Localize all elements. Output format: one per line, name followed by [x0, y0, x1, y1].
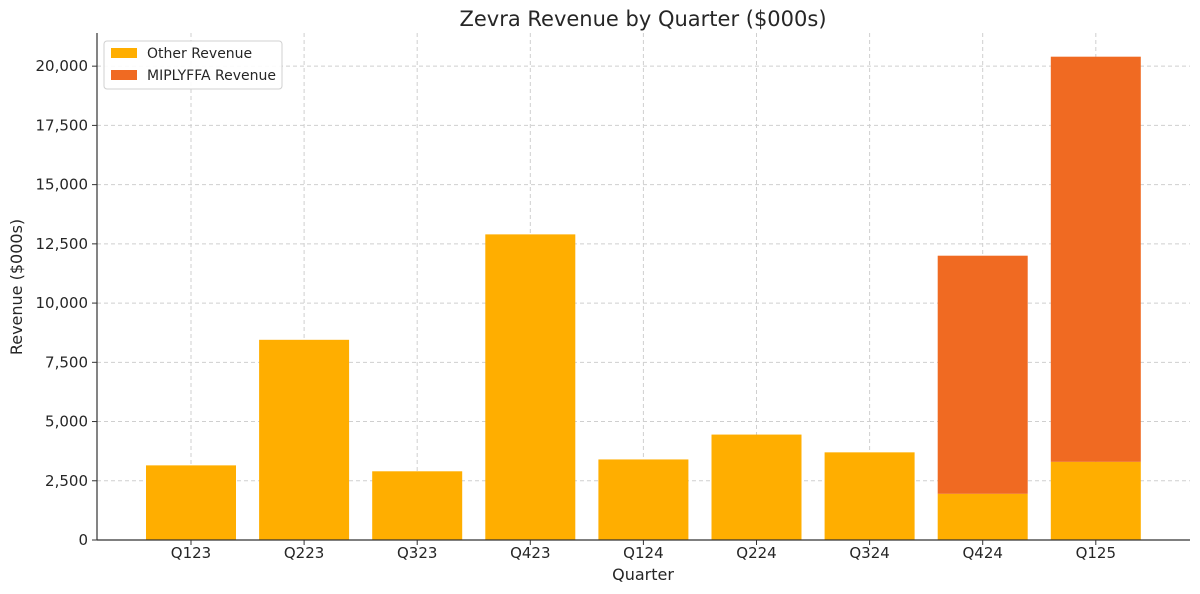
- x-axis-title: Quarter: [612, 565, 674, 584]
- bar-other-revenue-q323: [372, 471, 463, 540]
- bar-other-revenue-q123: [146, 465, 236, 540]
- y-tick-label: 17,500: [36, 116, 89, 134]
- bar-miplyffa-revenue-q125: [1050, 56, 1141, 462]
- x-tick-label-q324: Q324: [849, 544, 889, 562]
- y-tick-label: 15,000: [36, 176, 89, 194]
- bar-other-revenue-q424: [937, 493, 1028, 540]
- y-tick-label: 0: [78, 531, 88, 549]
- x-tick-label-q423: Q423: [510, 544, 550, 562]
- x-ticks: Q123 Q223 Q323 Q423 Q124 Q224 Q324 Q424 Q125: [171, 540, 1116, 562]
- x-tick-label-q125: Q125: [1076, 544, 1116, 562]
- bar-miplyffa-revenue-q424: [937, 255, 1028, 494]
- y-tick-label: 10,000: [36, 294, 89, 312]
- x-tick-label-q224: Q224: [736, 544, 776, 562]
- x-tick-label-q123: Q123: [171, 544, 211, 562]
- chart-title: Zevra Revenue by Quarter ($000s): [459, 7, 826, 31]
- y-tick-label: 12,500: [36, 235, 89, 253]
- y-ticks: 0 2,500 5,000 7,500 10,000 12,500 15,000 17,500…: [36, 57, 97, 549]
- bar-other-revenue-q224: [711, 434, 802, 540]
- legend-label-miplyffa-revenue: MIPLYFFA Revenue: [147, 68, 276, 84]
- y-tick-label: 7,500: [45, 353, 88, 371]
- bar-other-revenue-q125: [1050, 461, 1141, 540]
- x-tick-label-q124: Q124: [623, 544, 663, 562]
- bar-other-revenue-q223: [259, 339, 350, 540]
- legend: Other Revenue MIPLYFFA Revenue: [103, 40, 283, 90]
- y-tick-label: 5,000: [45, 413, 88, 431]
- x-tick-label-q424: Q424: [962, 544, 1002, 562]
- legend-label-other-revenue: Other Revenue: [147, 46, 252, 62]
- bar-other-revenue-q423: [485, 234, 576, 540]
- bars: [146, 56, 1141, 540]
- y-tick-label: 20,000: [36, 57, 89, 75]
- legend-swatch-miplyffa-revenue: [111, 70, 137, 80]
- x-tick-label-q223: Q223: [284, 544, 324, 562]
- x-tick-label-q323: Q323: [397, 544, 437, 562]
- y-tick-label: 2,500: [45, 472, 88, 490]
- bar-other-revenue-q324: [824, 452, 915, 540]
- legend-swatch-other-revenue: [111, 48, 137, 58]
- legend-frame: [103, 40, 283, 90]
- y-axis-title: Revenue ($000s): [7, 219, 26, 355]
- bar-other-revenue-q124: [598, 459, 689, 540]
